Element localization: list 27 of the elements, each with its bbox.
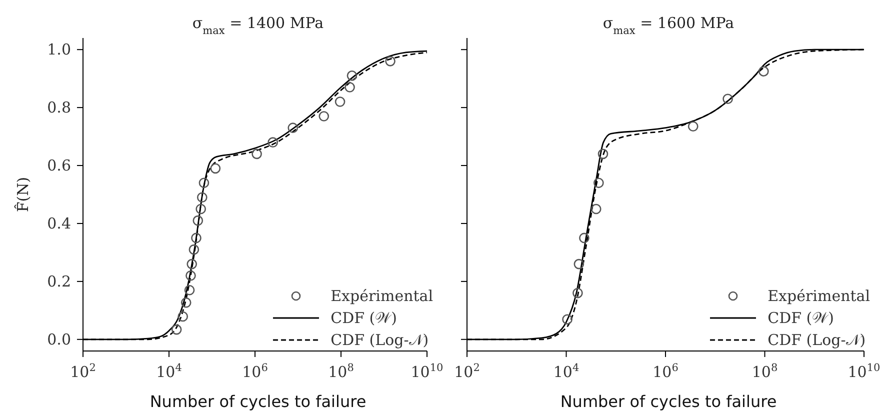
x-tick-label: 10$^{6}$ [242,362,268,381]
x-tick-label: 10$^{8}$ [752,362,778,381]
y-tick-label: 0.6 [47,156,71,175]
y-axis-title: F̂(N) [13,176,32,212]
legend-label: CDF (Log-𝒩) [768,331,866,349]
x-axis-title: Number of cycles to failure [148,392,368,411]
y-tick-label: 0.8 [47,98,71,117]
chart-title: σ$_{max}$ = 1400 MPa [192,14,324,37]
y-tick-label: 0.2 [47,272,71,290]
legend-label: Expérimental [330,287,433,305]
x-tick-label: 10$^{6}$ [652,362,679,381]
legend-label: CDF (𝒲) [330,309,397,327]
x-tick-label: 10$^{4}$ [553,362,580,381]
x-tick-label: 10$^{10}$ [848,362,880,381]
x-tick-label: 10$^{8}$ [328,362,354,381]
y-tick-label: 1.0 [47,40,71,59]
x-tick-label: 10$^{10}$ [410,362,444,381]
x-axis-title: Number of cycles to failure [559,392,778,411]
y-tick-label: 0.0 [47,330,71,348]
y-tick-label: 0.4 [47,214,71,232]
x-tick-label: 10$^{2}$ [454,362,480,381]
legend-label: Expérimental [768,287,870,305]
legend-label: CDF (Log-𝒩) [330,331,429,349]
x-tick-label: 10$^{4}$ [156,362,182,381]
x-tick-label: 10$^{2}$ [70,362,96,381]
chart-title: σ$_{max}$ = 1600 MPa [602,14,734,37]
legend-label: CDF (𝒲) [768,309,834,327]
